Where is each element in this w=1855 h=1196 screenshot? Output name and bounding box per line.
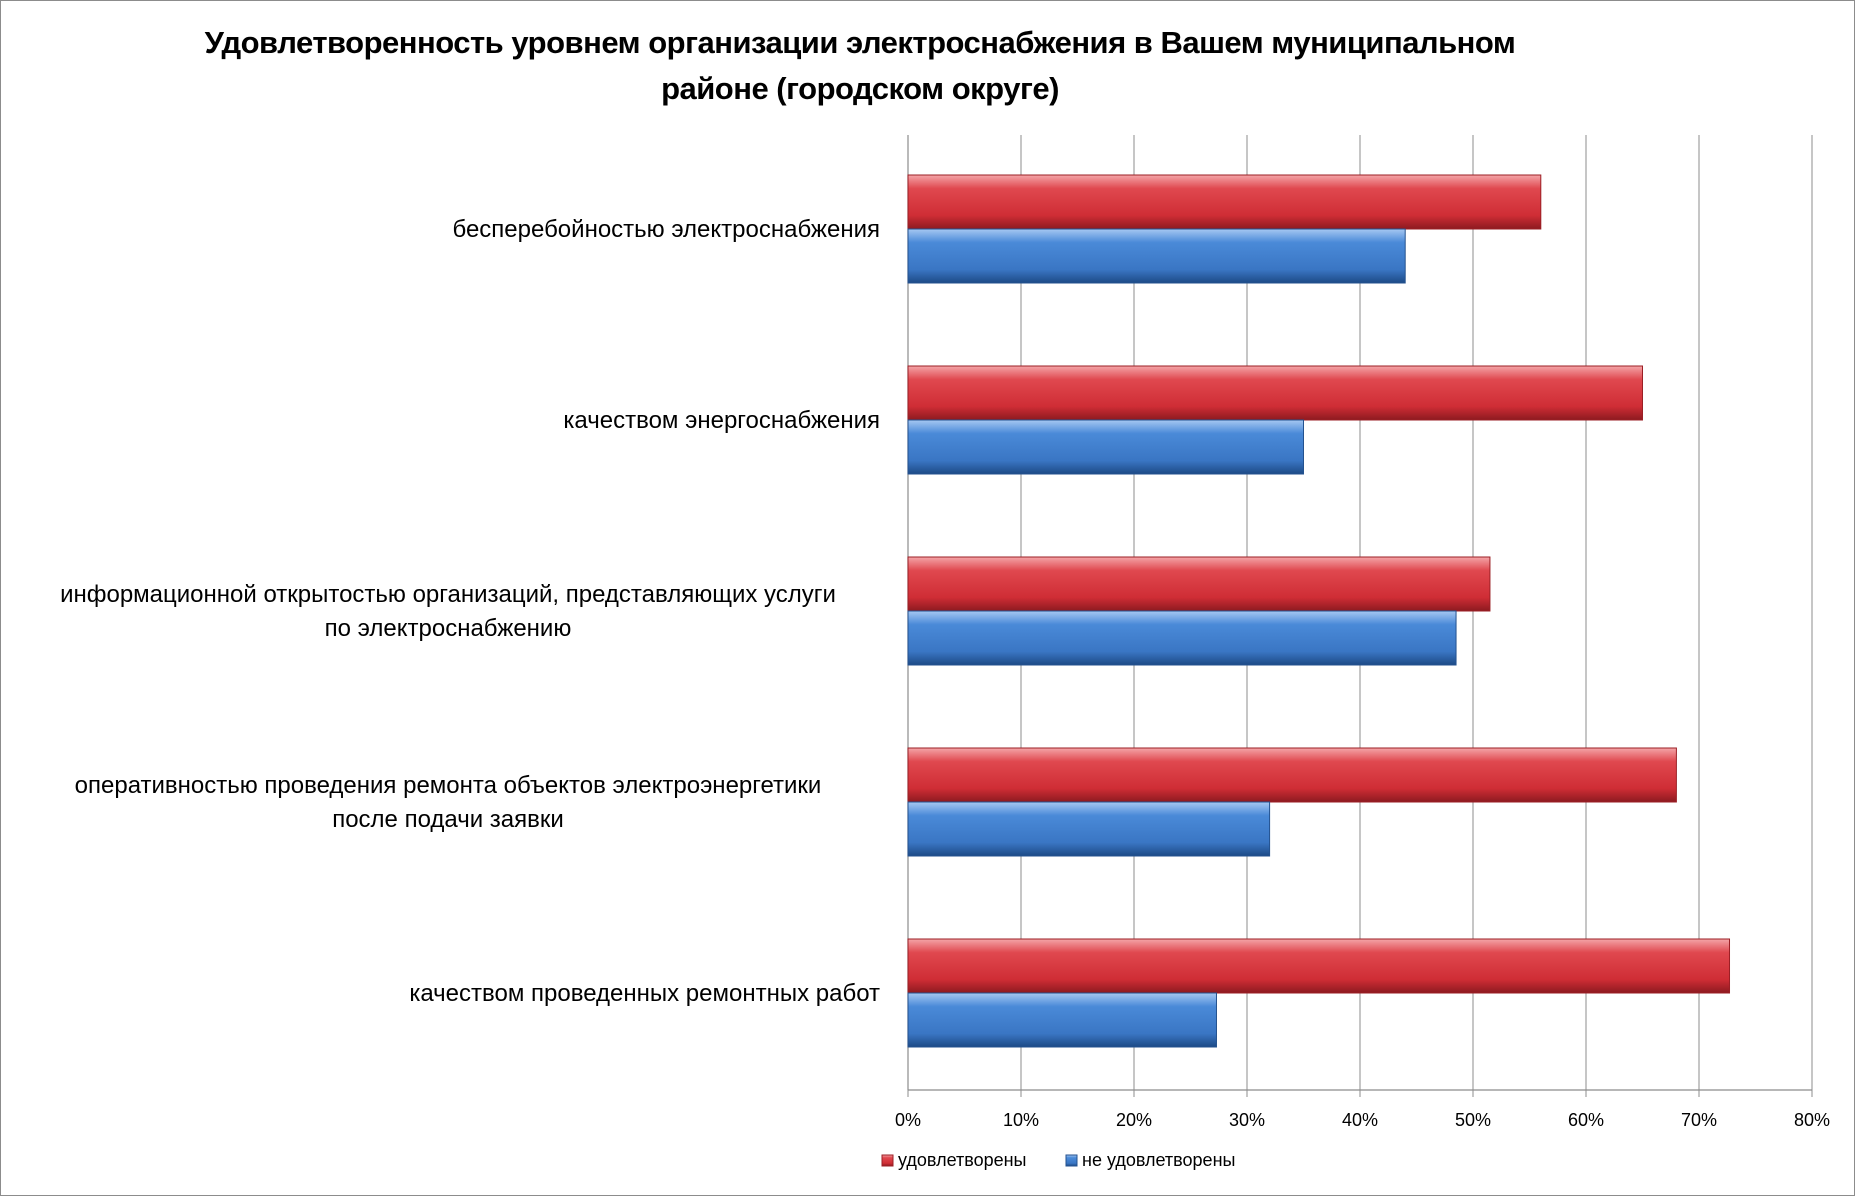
x-tick-label: 80% — [1794, 1110, 1830, 1130]
x-tick-label: 50% — [1455, 1110, 1491, 1130]
bar — [907, 992, 1217, 1048]
x-tick-labels: 0% 10% 20% 30% 40% 50% 60% 70% 80% — [895, 1110, 1830, 1130]
legend-label: удовлетворены — [898, 1150, 1027, 1170]
bar — [907, 747, 1677, 803]
category-label: оперативностью проведения ремонта объект… — [75, 772, 822, 799]
category-label: по электроснабжению — [325, 615, 572, 642]
bars — [907, 174, 1731, 1048]
bar — [907, 556, 1491, 612]
category-labels: бесперебойностью электроснабжения качеств… — [60, 216, 880, 1007]
category-label: качеством энергоснабжения — [563, 407, 880, 434]
bar — [907, 938, 1731, 994]
bar — [907, 419, 1304, 475]
x-tick-label: 30% — [1229, 1110, 1265, 1130]
legend: удовлетворены не удовлетворены — [881, 1150, 1235, 1170]
bar — [907, 801, 1271, 857]
category-label: информационной открытостью организаций, … — [60, 581, 836, 608]
x-tick-label: 20% — [1116, 1110, 1152, 1130]
legend-swatch — [1065, 1154, 1078, 1167]
x-tick-label: 40% — [1342, 1110, 1378, 1130]
x-tick-label: 10% — [1003, 1110, 1039, 1130]
legend-label: не удовлетворены — [1082, 1150, 1235, 1170]
bar — [907, 365, 1643, 421]
bar — [907, 174, 1542, 230]
category-label: после подачи заявки — [332, 806, 564, 833]
category-label: качеством проведенных ремонтных работ — [409, 980, 880, 1007]
bar — [907, 228, 1406, 284]
chart-title: Удовлетворенность уровнем организации эл… — [204, 25, 1516, 106]
x-tick-label: 70% — [1681, 1110, 1717, 1130]
legend-swatch — [881, 1154, 894, 1167]
x-tick-label: 0% — [895, 1110, 921, 1130]
category-label: бесперебойностью электроснабжения — [452, 216, 880, 243]
x-tick-label: 60% — [1568, 1110, 1604, 1130]
bar — [907, 610, 1457, 666]
